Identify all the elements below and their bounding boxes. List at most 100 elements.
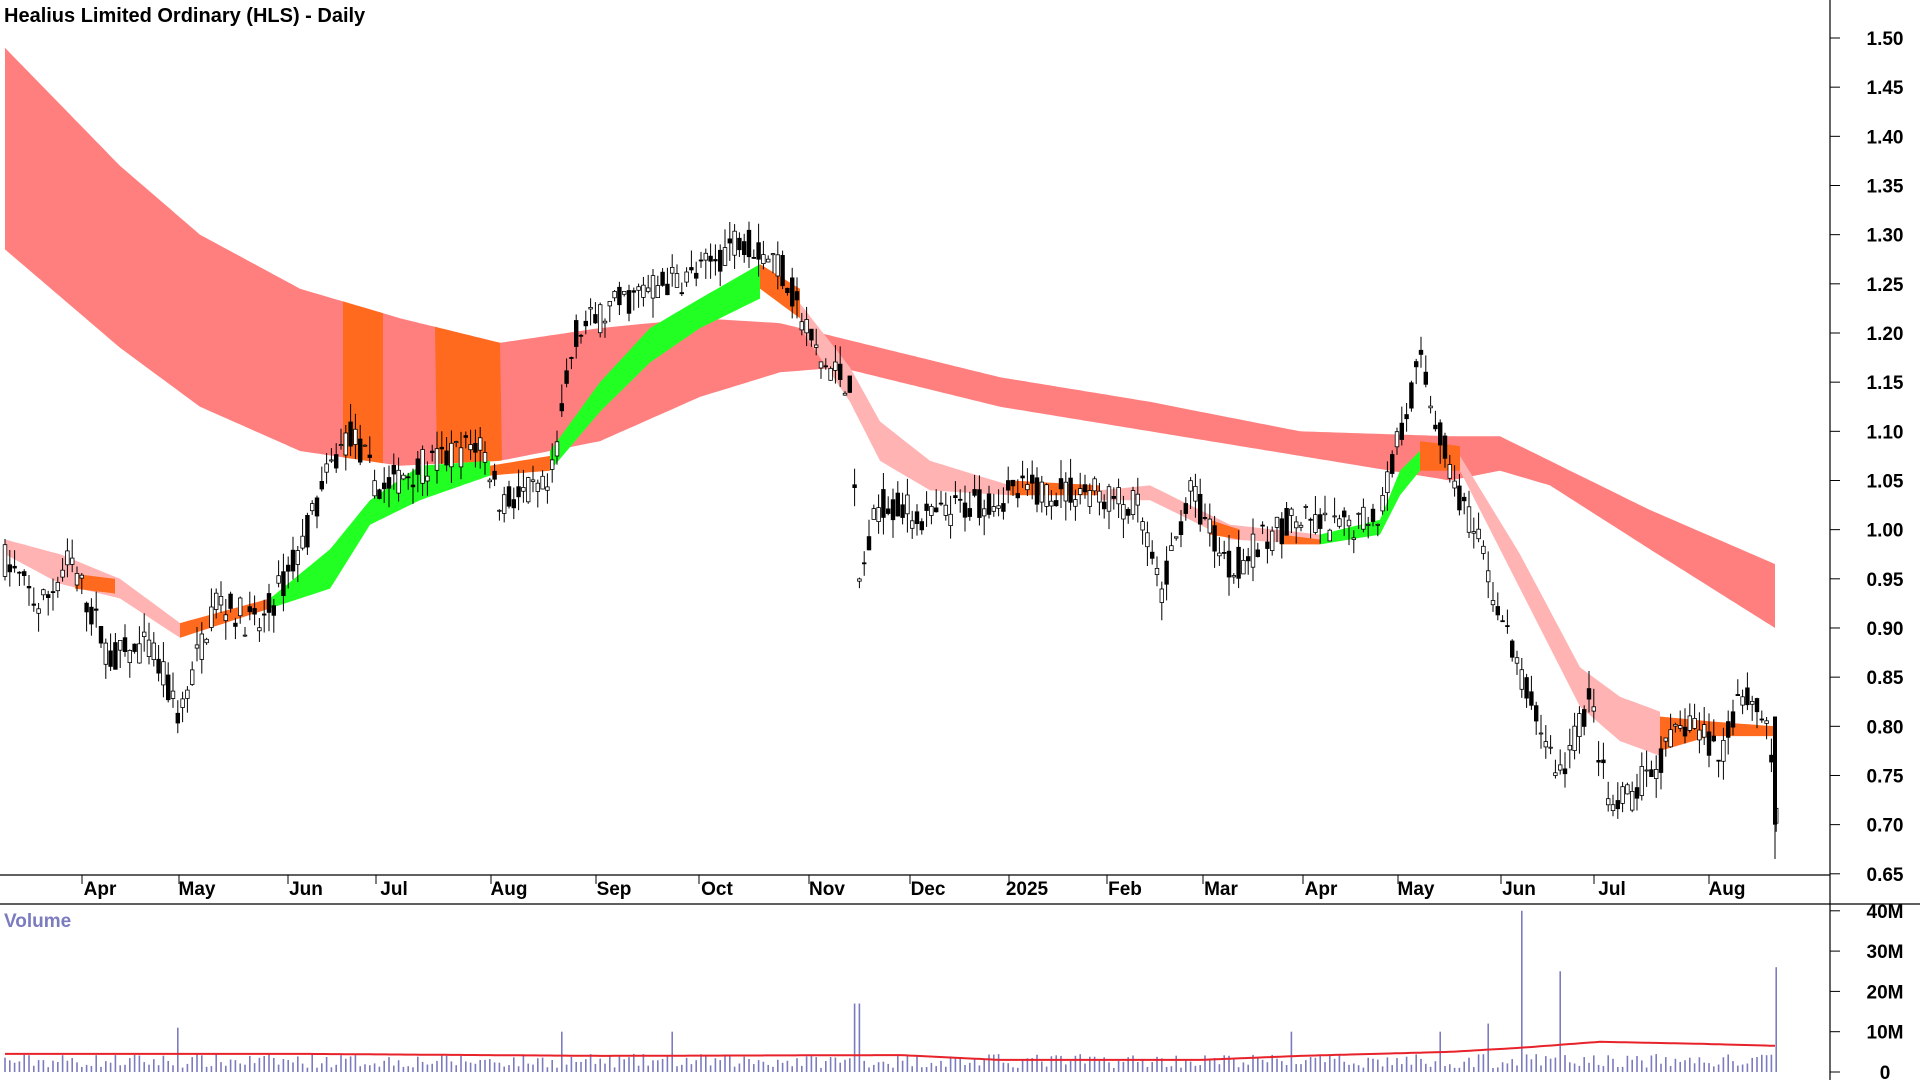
candle-up — [300, 535, 305, 549]
candle-up — [1577, 713, 1582, 737]
candle-up — [103, 642, 108, 665]
price-tick-label: 1.50 — [1867, 29, 1904, 50]
candle-up — [185, 689, 190, 699]
candle-down — [17, 571, 22, 574]
candle-down — [1342, 510, 1347, 518]
candle-down — [391, 464, 396, 475]
candle-up — [218, 596, 224, 606]
candle-down — [439, 446, 444, 450]
candle-down — [900, 504, 905, 518]
candle-up — [876, 507, 881, 523]
candle-down — [1015, 493, 1020, 499]
candle-up — [1303, 505, 1308, 508]
candle-up — [1241, 560, 1246, 575]
candle-down — [727, 238, 732, 244]
candle-down — [1265, 541, 1270, 549]
candle-up — [194, 644, 200, 649]
candle-up — [814, 344, 819, 348]
candle-up — [372, 480, 377, 497]
candle-up — [1361, 506, 1366, 530]
candle-down — [1596, 760, 1601, 763]
candle-up — [396, 469, 401, 494]
candle-down — [1054, 500, 1059, 507]
candle-down — [98, 626, 104, 644]
candle-up — [622, 290, 627, 295]
candle-up — [1366, 524, 1371, 526]
candle-up — [1466, 506, 1472, 533]
candle-up — [1351, 537, 1356, 540]
time-tick-label: Mar — [1204, 879, 1238, 900]
candle-down — [1534, 705, 1539, 722]
price-tick-label: 1.40 — [1867, 127, 1904, 148]
candle-up — [732, 230, 737, 256]
price-tick-label: 1.45 — [1867, 78, 1904, 99]
candle-up — [655, 285, 660, 299]
candle-down — [1068, 477, 1073, 503]
candle-up — [1193, 485, 1198, 502]
volume-bars — [4, 910, 1777, 1072]
candle-down — [578, 334, 584, 337]
candle-up — [684, 271, 689, 283]
candle-down — [1010, 479, 1016, 487]
candle-up — [1207, 518, 1212, 534]
candle-up — [842, 392, 848, 396]
candle-up — [1174, 536, 1179, 539]
candle-up — [766, 258, 771, 263]
candle-down — [1745, 687, 1750, 706]
candle-down — [108, 650, 113, 667]
candle-down — [742, 241, 747, 256]
candle-down — [156, 658, 161, 674]
candle-down — [429, 450, 435, 454]
candle-up — [309, 503, 315, 512]
candle-down — [881, 489, 886, 518]
candle-up — [1337, 518, 1342, 527]
candle-up — [1630, 791, 1635, 811]
time-tick-label: Apr — [84, 879, 117, 900]
candle-up — [41, 589, 46, 596]
candle-down — [516, 486, 521, 498]
candle-down — [1759, 718, 1764, 721]
candle-down — [790, 277, 795, 307]
candle-down — [1183, 503, 1188, 514]
candle-down — [281, 571, 286, 597]
candle-down — [1423, 371, 1428, 385]
time-tick-label: Feb — [1108, 879, 1142, 900]
candle-down — [847, 375, 852, 393]
candle-up — [770, 253, 776, 256]
long-band-compression — [343, 301, 383, 464]
price-tick-label: 1.15 — [1867, 373, 1904, 394]
volume-tick-label: 30M — [1867, 942, 1904, 963]
candle-up — [948, 513, 953, 526]
candle-down — [89, 606, 94, 625]
candle-up — [1121, 504, 1126, 520]
volume-tick-label: 20M — [1867, 982, 1904, 1003]
candle-down — [1754, 698, 1760, 713]
candle-up — [401, 474, 406, 480]
candle-up — [799, 321, 804, 331]
candle-down — [1711, 735, 1716, 742]
candle-down — [46, 594, 51, 598]
candle-down — [1409, 382, 1414, 409]
candle-down — [50, 591, 56, 593]
candle-down — [559, 403, 564, 412]
candle-down — [924, 503, 929, 511]
candle-up — [161, 661, 166, 686]
candle-up — [1606, 798, 1611, 806]
candle-down — [718, 249, 723, 272]
candle-down — [694, 272, 699, 279]
candle-up — [1346, 519, 1352, 527]
candle-down — [1601, 759, 1606, 764]
candle-down — [247, 606, 252, 613]
candle-up — [910, 520, 915, 529]
candle-up — [804, 319, 809, 334]
candle-up — [775, 254, 780, 277]
candle-down — [285, 564, 291, 572]
candle-up — [1073, 499, 1078, 507]
candle-down — [1649, 769, 1654, 778]
candle-up — [1298, 524, 1304, 528]
candle-down — [405, 476, 411, 479]
candle-up — [1087, 490, 1092, 507]
candle-up — [1025, 484, 1030, 491]
candle-down — [1178, 521, 1184, 536]
price-candles — [2, 221, 1779, 860]
